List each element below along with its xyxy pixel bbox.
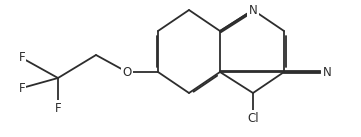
- Text: N: N: [249, 4, 257, 16]
- Text: N: N: [323, 65, 331, 79]
- Text: O: O: [122, 65, 132, 79]
- Text: F: F: [55, 102, 61, 115]
- Text: Cl: Cl: [247, 112, 259, 125]
- Text: F: F: [19, 52, 25, 65]
- Text: F: F: [19, 82, 25, 95]
